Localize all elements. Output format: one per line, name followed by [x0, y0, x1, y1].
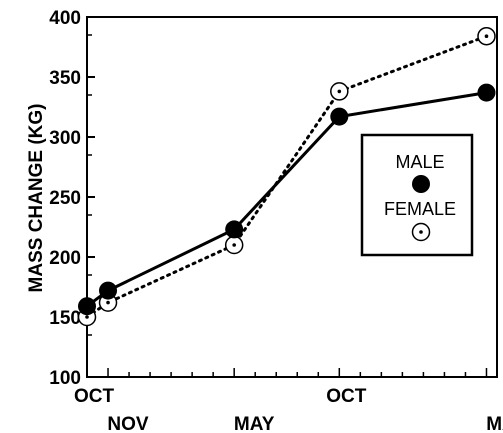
y-axis-title: MASS CHANGE (KG) — [26, 104, 47, 293]
x-axis: OCT NOV MAY OCT MAY — [74, 368, 503, 433]
point-male — [225, 220, 244, 239]
marker-dot — [85, 315, 89, 319]
legend-marker-male — [412, 175, 430, 193]
legend-marker-female — [411, 222, 431, 242]
y-axis-label: MASS CHANGE (KG) — [26, 104, 47, 293]
y-tick-label: 350 — [49, 68, 81, 89]
series-layer — [77, 26, 496, 327]
marker-dot — [337, 89, 342, 94]
point-male — [99, 281, 118, 300]
y-tick-label: 250 — [49, 188, 81, 209]
x-tick-label: NOV — [107, 414, 149, 433]
point-male — [477, 83, 496, 102]
point-male — [330, 107, 349, 126]
x-tick-label: MAY — [234, 414, 275, 433]
marker-dot — [484, 34, 489, 38]
y-tick-label: 200 — [49, 248, 81, 269]
point-female — [224, 235, 244, 255]
y-tick-label: 300 — [49, 128, 81, 149]
x-tick-label: MAY — [486, 414, 503, 433]
legend: MALE FEMALE — [360, 133, 474, 257]
marker-dot — [232, 243, 236, 247]
marker-dot — [419, 230, 423, 234]
y-axis: 100 150 200 250 300 350 400 — [49, 8, 95, 389]
legend-label-female: FEMALE — [384, 199, 456, 219]
point-female — [477, 26, 496, 46]
point-female — [330, 82, 349, 101]
y-tick-label: 400 — [49, 8, 81, 29]
point-male — [78, 297, 96, 316]
y-tick-label: 100 — [49, 368, 81, 389]
y-tick-label: 150 — [49, 308, 81, 329]
marker-dot — [106, 300, 110, 305]
legend-label-male: MALE — [395, 152, 444, 172]
x-tick-label: OCT — [326, 386, 367, 407]
x-tick-label: OCT — [74, 386, 115, 407]
